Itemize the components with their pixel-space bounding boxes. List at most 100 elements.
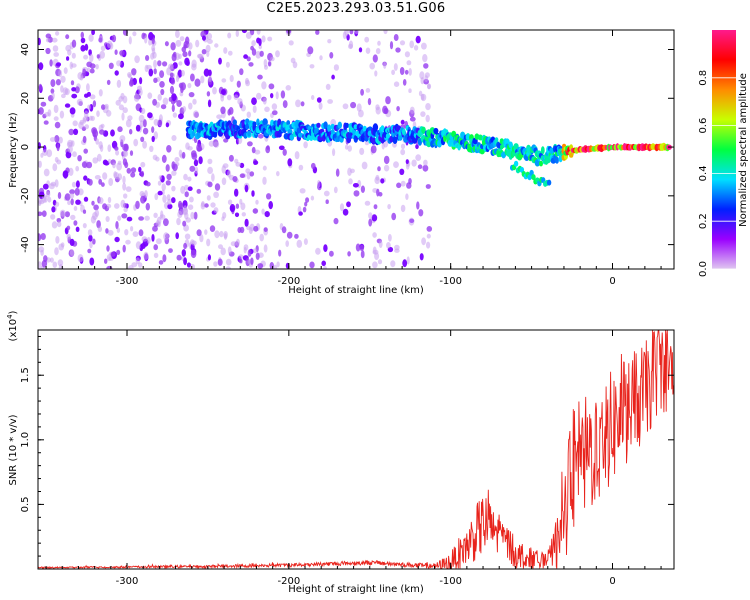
spectrogram-cell — [56, 159, 62, 165]
spectrogram-cell — [207, 166, 214, 174]
spectrogram-cell — [38, 107, 44, 115]
spectrogram-cell — [43, 168, 50, 177]
spectrogram-cell — [270, 119, 275, 127]
spectrogram-cell — [65, 34, 70, 40]
spectrogram-cell — [69, 107, 76, 115]
spectrogram-cell — [251, 40, 256, 47]
spectrogram-cell — [54, 121, 61, 129]
spectrogram-cell — [207, 181, 213, 188]
spectrogram-cell — [99, 129, 105, 135]
spectrogram-cell — [374, 176, 381, 185]
spectrogram-cell — [53, 52, 59, 57]
spectrogram-cell — [263, 244, 268, 253]
spectrogram-cell — [213, 191, 220, 198]
snr-xtick-label: -100 — [439, 576, 462, 587]
spectrogram-cell — [66, 225, 71, 231]
spectrogram-cell — [424, 135, 430, 142]
spectrogram-cell — [86, 161, 93, 169]
spectrogram-cell — [315, 247, 321, 255]
spectrogram-cell — [151, 135, 155, 143]
spectrogram-cell — [501, 151, 506, 159]
colorbar-tick-label: 0.0 — [698, 261, 709, 277]
spectrogram-cell — [416, 201, 420, 210]
spectrogram-cell — [433, 127, 439, 135]
spectrogram-cell — [144, 190, 148, 198]
spectrogram-cell — [126, 216, 133, 222]
spectrogram-cell — [92, 238, 96, 245]
spectrogram-cell — [145, 55, 150, 61]
spectrogram-cell — [221, 177, 227, 186]
spectrogram-cell — [171, 185, 176, 192]
spectrogram-cell — [38, 62, 44, 71]
spectrogram-cell — [352, 128, 357, 135]
spectrogram-cell — [227, 169, 232, 178]
colorbar-ticks: 0.0 0.2 0.4 0.6 0.8 — [698, 70, 736, 277]
spectrogram-cell — [376, 188, 380, 197]
spectrogram-cell — [290, 57, 296, 64]
spectrogram-cell — [329, 250, 334, 257]
spectrogram-cell — [337, 121, 342, 129]
spectrogram-cell — [39, 199, 45, 205]
spectrogram-cell — [106, 254, 112, 262]
spectrogram-cell — [38, 83, 43, 91]
spectrogram-cell — [157, 60, 162, 67]
spectrogram-cell — [97, 226, 103, 233]
spectrogram-cell — [60, 75, 66, 83]
spectrogram-cell — [70, 198, 74, 206]
spectrogram-xtick-label: -100 — [439, 276, 462, 287]
spectrogram-cell — [140, 107, 146, 115]
spectrogram-cell — [76, 98, 83, 106]
spectrogram-cell — [423, 159, 428, 166]
spectrogram-cell — [513, 143, 519, 150]
spectrogram-cell — [175, 232, 179, 240]
spectrogram-cell — [262, 97, 267, 105]
spectrogram-cell — [194, 166, 199, 174]
spectrogram-cell — [131, 68, 137, 76]
spectrogram-cell — [225, 266, 231, 269]
spectrogram-cell — [75, 180, 80, 188]
spectrogram-cell — [374, 70, 378, 77]
spectrogram-cell — [137, 85, 142, 91]
spectrogram-cell — [123, 207, 128, 213]
spectrogram-cell — [83, 175, 88, 181]
spectrogram-cell — [141, 236, 148, 242]
spectrogram-cell — [212, 86, 217, 95]
spectrogram-cell — [50, 79, 56, 88]
spectrogram-cell — [187, 82, 192, 89]
spectrogram-cell — [377, 40, 381, 46]
spectrogram-cell — [378, 240, 383, 248]
spectrogram-cell — [209, 225, 216, 233]
spectrogram-cell — [408, 68, 412, 76]
spectrogram-cell — [282, 148, 287, 156]
spectrogram-cell — [316, 97, 322, 103]
spectrogram-cell — [347, 251, 351, 257]
spectrogram-cell — [252, 105, 257, 113]
spectrogram-cell — [207, 39, 213, 44]
spectrogram-cell — [230, 241, 237, 247]
spectrogram-cell — [196, 143, 202, 152]
spectrogram-cell — [300, 101, 305, 107]
spectrogram-cell — [190, 73, 195, 82]
spectrogram-cell — [138, 216, 145, 221]
spectrogram-cell — [405, 193, 409, 200]
spectrogram-cell — [220, 247, 226, 256]
spectrogram-cell — [286, 120, 291, 126]
spectrogram-cell — [189, 263, 195, 269]
spectrogram-cell — [50, 181, 57, 187]
spectrogram-cell — [359, 244, 365, 251]
spectrogram-cell — [426, 241, 431, 249]
spectrogram-cell — [62, 170, 69, 179]
spectrogram-cell — [148, 39, 152, 46]
spectrogram-cell — [267, 36, 273, 42]
spectrogram-cell — [158, 119, 162, 125]
spectrogram-cell — [360, 250, 365, 259]
spectrogram-cell — [289, 134, 295, 141]
spectrogram-cell — [318, 102, 323, 110]
spectrogram-cell — [132, 31, 137, 37]
spectrogram-cell — [264, 211, 270, 218]
spectrogram-cell — [59, 110, 65, 119]
spectrogram-cell — [288, 40, 294, 46]
spectrogram-cell — [55, 236, 60, 244]
spectrogram-cell — [332, 148, 336, 157]
spectrogram-cell — [333, 186, 338, 194]
